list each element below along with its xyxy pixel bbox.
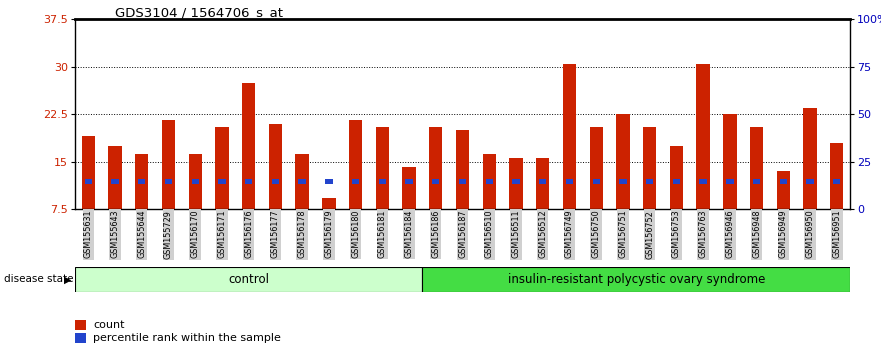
Bar (215, 127, 228, 209)
Bar (646, 179, 654, 184)
Text: GSM156751: GSM156751 (618, 210, 627, 258)
Text: GSM156951: GSM156951 (833, 210, 841, 258)
Bar (566, 179, 574, 184)
Bar (697, 64, 710, 209)
Bar (509, 158, 522, 209)
Text: GSM156763: GSM156763 (699, 210, 707, 258)
Bar (780, 179, 787, 184)
Bar (242, 82, 255, 209)
Bar (459, 179, 466, 184)
Bar (432, 179, 440, 184)
FancyBboxPatch shape (75, 267, 422, 292)
Bar (643, 127, 656, 209)
Text: GSM156753: GSM156753 (672, 210, 681, 258)
Text: GSM156184: GSM156184 (404, 210, 413, 258)
Text: insulin-resistant polycystic ovary syndrome: insulin-resistant polycystic ovary syndr… (507, 273, 765, 286)
Bar (191, 179, 199, 184)
Bar (269, 124, 282, 209)
Text: ▶: ▶ (64, 274, 72, 284)
Text: GSM156510: GSM156510 (485, 210, 493, 258)
Bar (513, 179, 520, 184)
Text: GSM156170: GSM156170 (190, 210, 200, 258)
Text: GSM156749: GSM156749 (565, 210, 574, 258)
Bar (777, 171, 790, 209)
Bar (108, 146, 122, 209)
Text: GSM156181: GSM156181 (378, 210, 387, 258)
Bar (405, 179, 412, 184)
Text: GSM156179: GSM156179 (324, 210, 333, 258)
Bar (539, 179, 546, 184)
Bar (616, 114, 630, 209)
Text: GSM156187: GSM156187 (458, 210, 467, 258)
Text: GSM156512: GSM156512 (538, 210, 547, 258)
Text: GSM156948: GSM156948 (752, 210, 761, 258)
Text: GSM156180: GSM156180 (352, 210, 360, 258)
Bar (833, 179, 840, 184)
Bar (485, 179, 493, 184)
Bar (325, 179, 332, 184)
Bar (165, 179, 172, 184)
Bar (138, 179, 145, 184)
Bar (536, 158, 550, 209)
Bar (82, 136, 95, 209)
Bar (189, 154, 202, 209)
Bar (753, 179, 760, 184)
Bar (322, 198, 336, 209)
Text: GSM156949: GSM156949 (779, 210, 788, 258)
Bar (830, 143, 843, 209)
Bar (750, 127, 763, 209)
Bar (375, 127, 389, 209)
Bar (403, 167, 416, 209)
Text: percentile rank within the sample: percentile rank within the sample (93, 333, 281, 343)
Text: GSM156186: GSM156186 (432, 210, 440, 258)
Bar (563, 64, 576, 209)
Text: GSM155643: GSM155643 (110, 210, 120, 258)
Text: GSM156176: GSM156176 (244, 210, 253, 258)
Bar (455, 130, 470, 209)
Text: GSM156178: GSM156178 (298, 210, 307, 258)
Bar (806, 179, 814, 184)
Bar (295, 154, 309, 209)
Bar (271, 179, 279, 184)
Bar (723, 114, 737, 209)
Text: GSM156946: GSM156946 (725, 210, 735, 258)
Text: disease state: disease state (4, 274, 74, 284)
Bar (483, 154, 496, 209)
Text: GSM155631: GSM155631 (84, 210, 93, 258)
Bar (803, 108, 817, 209)
Bar (111, 179, 119, 184)
Bar (245, 179, 252, 184)
Text: GSM156511: GSM156511 (512, 210, 521, 258)
Text: control: control (228, 273, 270, 286)
Bar (673, 179, 680, 184)
Bar (589, 127, 603, 209)
Bar (700, 179, 707, 184)
Bar (135, 154, 148, 209)
Text: GSM155729: GSM155729 (164, 210, 173, 259)
Bar (85, 179, 92, 184)
FancyBboxPatch shape (422, 267, 850, 292)
Bar (670, 146, 683, 209)
Bar (593, 179, 600, 184)
Text: GSM156171: GSM156171 (218, 210, 226, 258)
Bar (429, 127, 442, 209)
Text: GSM156950: GSM156950 (805, 210, 815, 258)
Bar (349, 120, 362, 209)
Bar (299, 179, 306, 184)
Bar (619, 179, 626, 184)
Text: count: count (93, 320, 125, 330)
Bar (162, 120, 175, 209)
Text: GSM156752: GSM156752 (645, 210, 655, 258)
Bar (218, 179, 226, 184)
Text: GDS3104 / 1564706_s_at: GDS3104 / 1564706_s_at (115, 6, 283, 19)
Bar (379, 179, 386, 184)
Text: GSM156177: GSM156177 (270, 210, 280, 258)
Bar (352, 179, 359, 184)
Text: GSM156750: GSM156750 (592, 210, 601, 258)
Bar (726, 179, 734, 184)
Text: GSM155644: GSM155644 (137, 210, 146, 258)
